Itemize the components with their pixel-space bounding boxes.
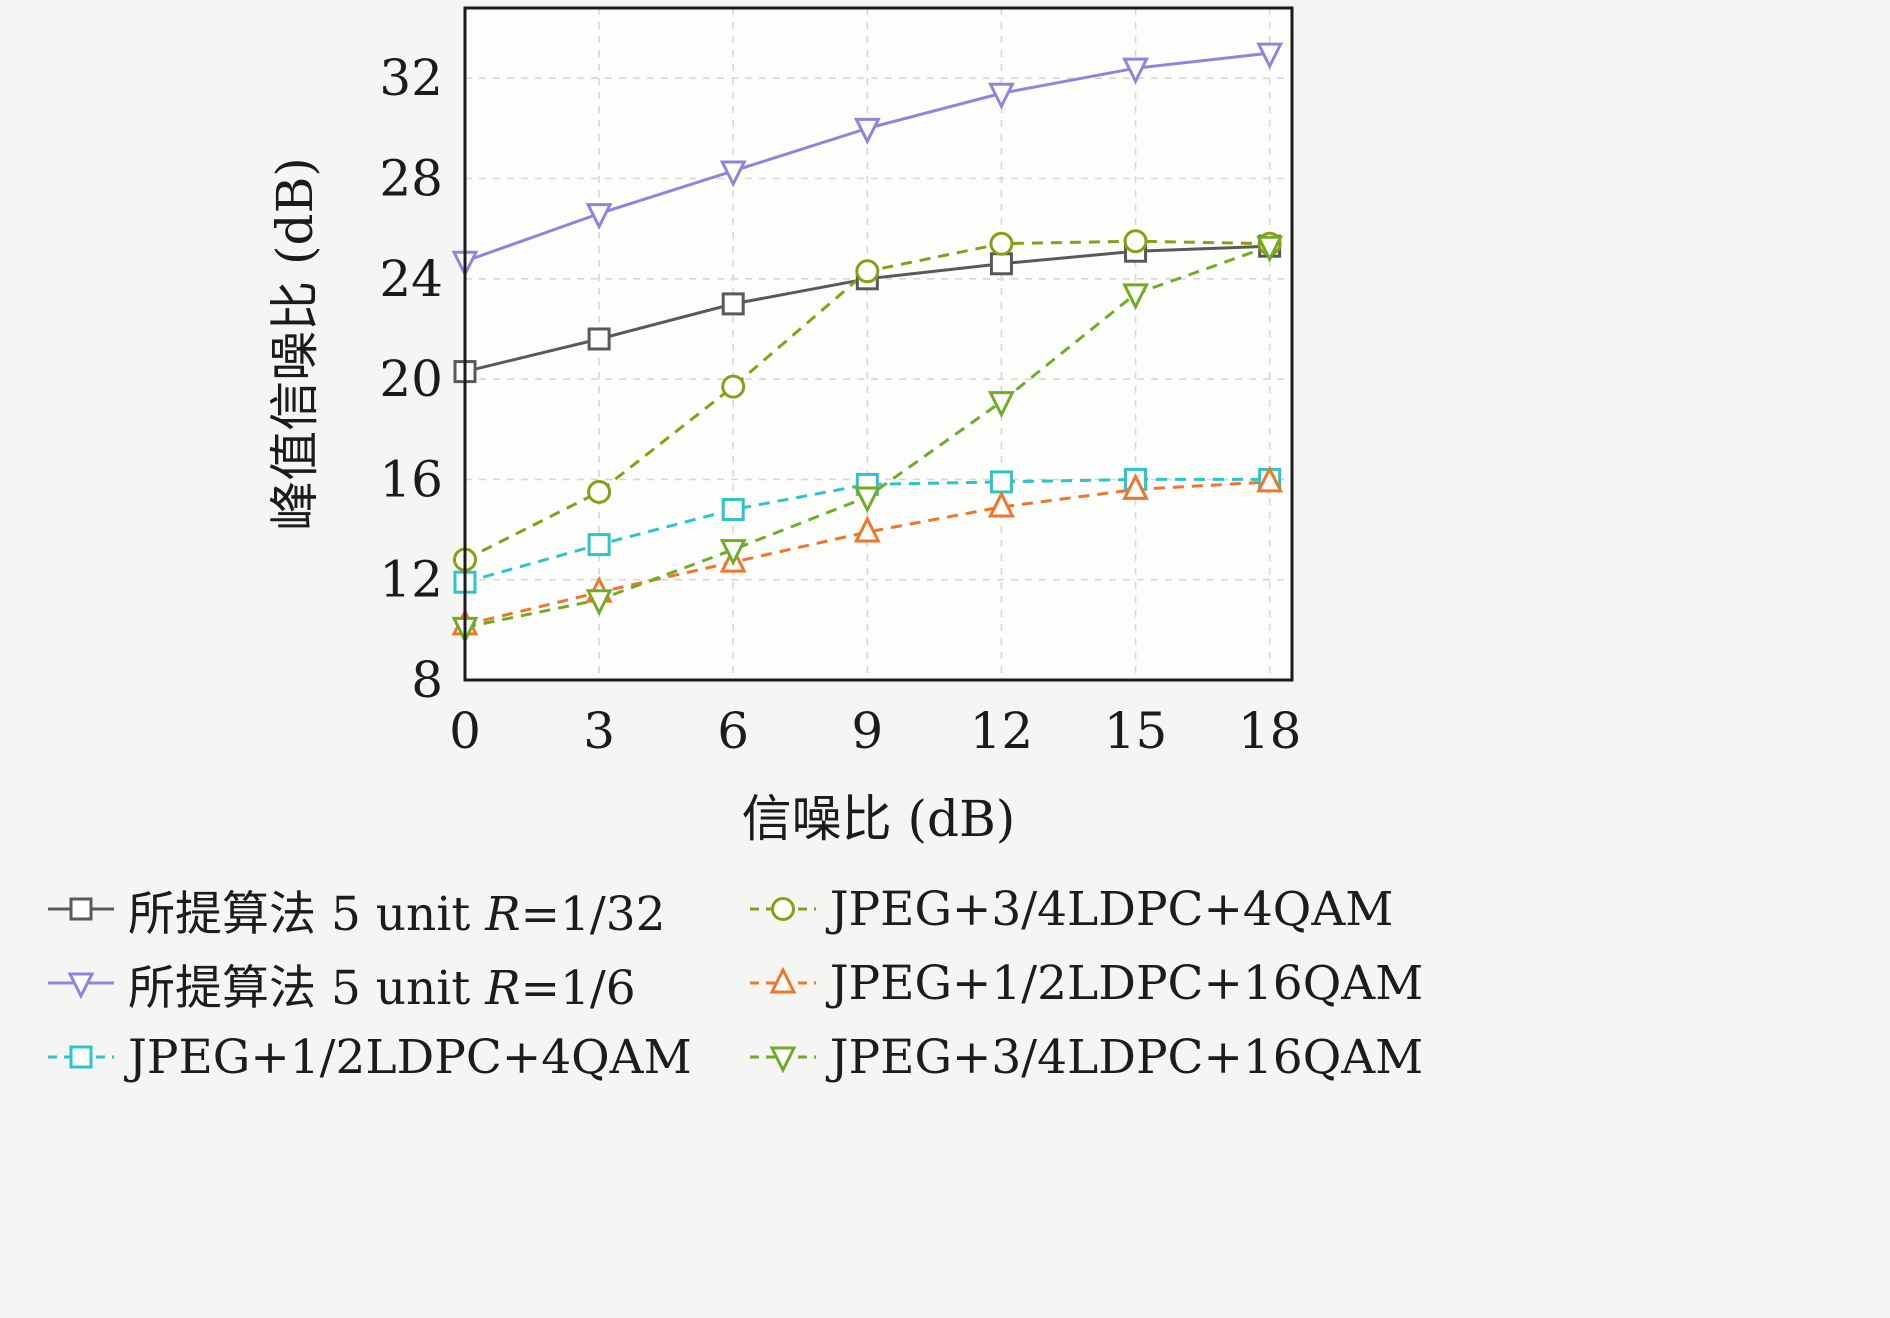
x-tick-label: 12 [970,702,1034,760]
x-tick-label: 6 [717,702,749,760]
y-tick-label: 24 [379,250,443,308]
marker-triangle-down [988,82,1015,110]
psnr-line-chart: 8 12 16 20 24 28 32 0 3 6 9 12 15 18 信噪比 (dB) 峰值信噪比 (dB… [266,6,1302,848]
plot-border [463,6,1294,682]
y-axis-label: 峰值信噪比 (dB) [266,157,324,531]
marker-square [587,533,611,557]
legend-label: JPEG+1/2LDPC+4QAM [128,1029,692,1085]
marker-circle [770,897,795,921]
x-tick-label: 0 [449,702,481,760]
marker-triangle-up [1122,473,1149,500]
marker-square [69,1045,93,1069]
legend-marker-circle-icon [749,897,816,921]
legend-marker-triangle-down-icon [749,1046,816,1074]
marker-triangle-up [1256,465,1284,493]
legend-item-0: 所提算法 5 unit R=1/32 [46,875,692,944]
legend-item-3: JPEG+3/4LDPC+4QAM [748,882,1424,937]
marker-square [69,897,93,921]
x-tick-label: 3 [583,702,615,760]
legend-label: 所提算法 5 unit R=1/32 [128,886,666,942]
legend-label: JPEG+1/2LDPC+16QAM [829,955,1424,1011]
marker-triangle-up [853,515,881,543]
marker-square [721,497,745,521]
marker-triangle-down [585,589,613,617]
marker-circle [855,259,880,284]
marker-circle [587,479,612,504]
legend-marker-square-icon [48,1045,114,1069]
y-tick-label: 20 [379,350,443,408]
marker-square [989,470,1013,494]
chart-legend: 所提算法 5 unit R=1/32 所提算法 5 unit R=1/6 JPEG+… [46,872,1423,1094]
marker-square [587,327,611,351]
marker-triangle-down [585,203,613,230]
marker-circle [1123,229,1148,254]
y-tick-label: 32 [379,49,443,107]
legend-item-4: JPEG+1/2LDPC+16QAM [748,955,1424,1011]
marker-triangle-down [67,972,95,1000]
marker-triangle-down [988,391,1015,419]
marker-circle [721,374,746,399]
y-tick-label: 16 [379,450,443,508]
x-tick-label: 15 [1104,702,1168,760]
legend-marker-triangle-up-icon [749,966,816,994]
x-tick-label: 18 [1238,702,1302,760]
marker-square [721,292,745,316]
marker-triangle-down [769,1046,797,1074]
y-tick-label: 12 [379,551,443,609]
marker-triangle-down [719,160,747,188]
marker-triangle-down [1256,42,1284,70]
legend-marker-triangle-down-icon [48,972,114,1000]
marker-triangle-down [853,486,881,514]
legend-label: 所提算法 5 unit R=1/6 [128,960,636,1016]
y-tick-label: 8 [411,651,443,709]
x-tick-label: 9 [851,702,883,760]
marker-square [989,252,1013,276]
marker-triangle-up [988,490,1015,518]
legend-label: JPEG+3/4LDPC+16QAM [829,1029,1424,1085]
legend-item-2: JPEG+1/2LDPC+4QAM [46,1030,692,1085]
legend-label: JPEG+3/4LDPC+4QAM [829,881,1394,937]
legend-marker-square-icon [48,897,114,921]
marker-triangle-down [1122,57,1149,85]
marker-triangle-down [853,117,881,145]
marker-triangle-down [1122,283,1149,311]
y-tick-label: 28 [379,150,443,208]
marker-triangle-up [769,966,797,994]
legend-item-5: JPEG+3/4LDPC+16QAM [748,1029,1424,1085]
legend-item-1: 所提算法 5 unit R=1/6 [46,949,692,1018]
marker-triangle-down [719,539,747,566]
marker-circle [989,231,1014,256]
marker-triangle-down [1256,235,1284,263]
x-axis-label: 信噪比 (dB) [742,790,1016,848]
